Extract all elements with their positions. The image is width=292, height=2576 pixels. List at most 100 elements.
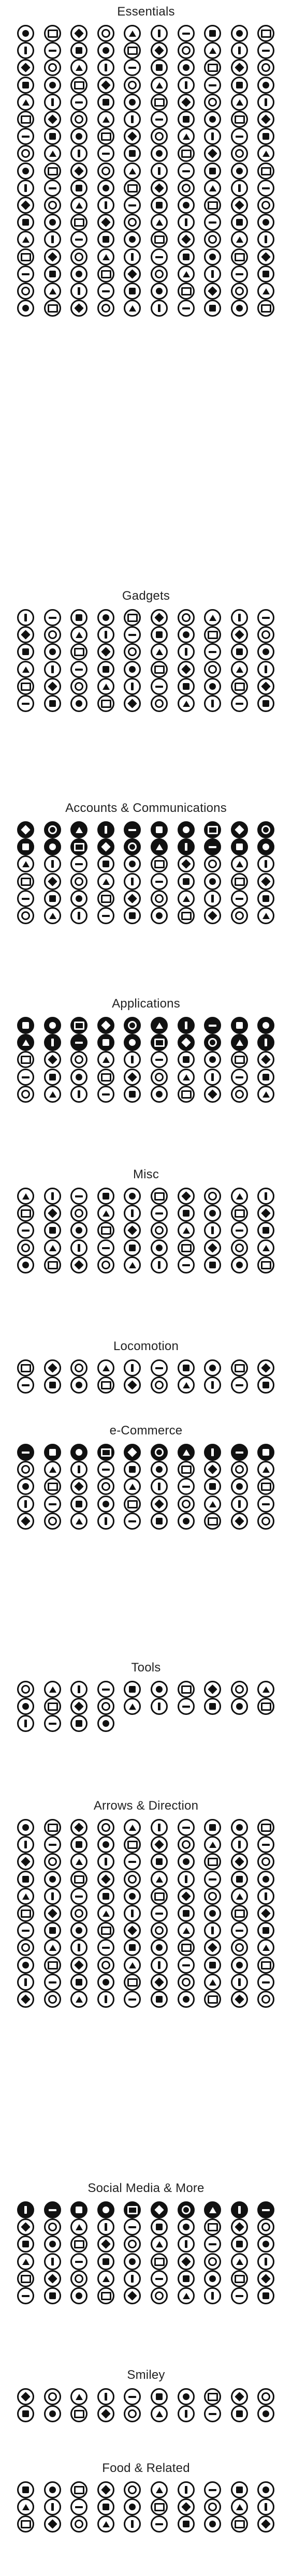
glyph-icon [207, 1995, 218, 2004]
glyph-icon [128, 2409, 137, 2418]
glyph-icon [208, 286, 217, 296]
glyph-icon [209, 1910, 216, 1917]
circle-icon [17, 94, 34, 111]
glyph-icon [183, 1996, 189, 2003]
circle-icon [124, 1239, 141, 1256]
glyph-icon [261, 1055, 271, 1064]
circle-icon [151, 890, 168, 907]
glyph-icon [22, 30, 29, 37]
glyph-icon [234, 682, 245, 691]
glyph-icon [100, 270, 111, 278]
circle-icon [231, 2405, 248, 2422]
glyph-icon [51, 2258, 54, 2266]
circle-icon [44, 2236, 61, 2253]
circle-icon [231, 1939, 248, 1956]
circle-icon [97, 1698, 114, 1715]
circle-icon [257, 2498, 274, 2515]
glyph-icon [209, 1262, 216, 1268]
glyph-icon [182, 307, 190, 309]
section-title: Food & Related [102, 2461, 190, 2475]
glyph-icon [75, 1364, 83, 1372]
glyph-icon [260, 1482, 271, 1491]
circle-icon [151, 2388, 168, 2405]
circle-icon [124, 1905, 141, 1922]
circle-icon [257, 1681, 274, 1698]
circle-icon [44, 2388, 61, 2405]
glyph-icon [182, 895, 190, 902]
circle-icon [124, 1681, 141, 1698]
glyph-icon [103, 1501, 109, 1507]
glyph-icon [49, 1981, 56, 1983]
glyph-icon [22, 702, 30, 705]
glyph-icon [101, 304, 110, 313]
circle-icon [124, 25, 141, 42]
glyph-icon [22, 1076, 30, 1078]
circle-icon [44, 111, 61, 128]
glyph-icon [102, 116, 110, 123]
glyph-icon [128, 1021, 137, 1030]
circle-icon [70, 661, 87, 678]
glyph-icon [155, 2277, 163, 2280]
circle-icon [70, 2498, 87, 2515]
circle-icon [231, 1051, 248, 1068]
circle-icon [257, 1034, 274, 1051]
glyph-icon [158, 29, 160, 37]
circle-icon [124, 609, 141, 626]
glyph-icon [156, 1996, 163, 2003]
glyph-icon [22, 1193, 30, 1200]
circle-icon [231, 145, 248, 162]
circle-icon [70, 1496, 87, 1513]
section-title: Locomotion [113, 1339, 179, 1353]
glyph-icon [155, 2241, 163, 2247]
circle-icon [124, 1256, 141, 1274]
glyph-icon [236, 2241, 243, 2247]
glyph-icon [208, 911, 217, 921]
circle-icon [17, 1957, 34, 1974]
glyph-icon [236, 861, 243, 867]
glyph-icon [262, 133, 269, 140]
circle-icon [44, 1461, 61, 1478]
circle-icon [17, 1836, 34, 1853]
glyph-icon [183, 64, 189, 71]
glyph-icon [21, 63, 31, 72]
circle-icon [44, 2201, 61, 2218]
glyph-icon [102, 1093, 110, 1095]
circle-icon [178, 1836, 195, 1853]
circle-icon [151, 1461, 168, 1478]
glyph-icon [182, 1074, 190, 1080]
circle-icon [44, 626, 61, 643]
glyph-icon [128, 1998, 136, 2001]
circle-icon [257, 1376, 274, 1394]
circle-icon [97, 2253, 114, 2270]
glyph-icon [155, 270, 164, 278]
glyph-icon [182, 1227, 190, 1234]
glyph-icon [102, 1247, 110, 1249]
glyph-icon [185, 2240, 187, 2248]
circle-icon [151, 821, 168, 838]
circle-icon [231, 626, 248, 643]
circle-icon [178, 1069, 195, 1086]
glyph-icon [101, 1874, 111, 1884]
circle-icon [178, 1957, 195, 1974]
glyph-icon [24, 614, 27, 621]
circle-icon [178, 1461, 195, 1478]
circle-icon [70, 2515, 87, 2533]
glyph-icon [128, 30, 136, 37]
circle-icon [151, 1496, 168, 1513]
glyph-icon [154, 2205, 164, 2215]
glyph-icon [262, 271, 269, 277]
circle-icon [124, 626, 141, 643]
circle-icon [151, 94, 168, 111]
glyph-icon [103, 2258, 109, 2265]
circle-icon [124, 1069, 141, 1086]
circle-icon [124, 1376, 141, 1394]
glyph-icon [101, 80, 111, 90]
glyph-icon [262, 150, 270, 157]
circle-icon [124, 2388, 141, 2405]
circle-icon [124, 180, 141, 197]
glyph-icon [131, 1056, 134, 1063]
circle-icon [124, 695, 141, 712]
glyph-icon [260, 1702, 271, 1711]
glyph-icon [21, 1516, 31, 1526]
glyph-icon [48, 1055, 57, 1064]
